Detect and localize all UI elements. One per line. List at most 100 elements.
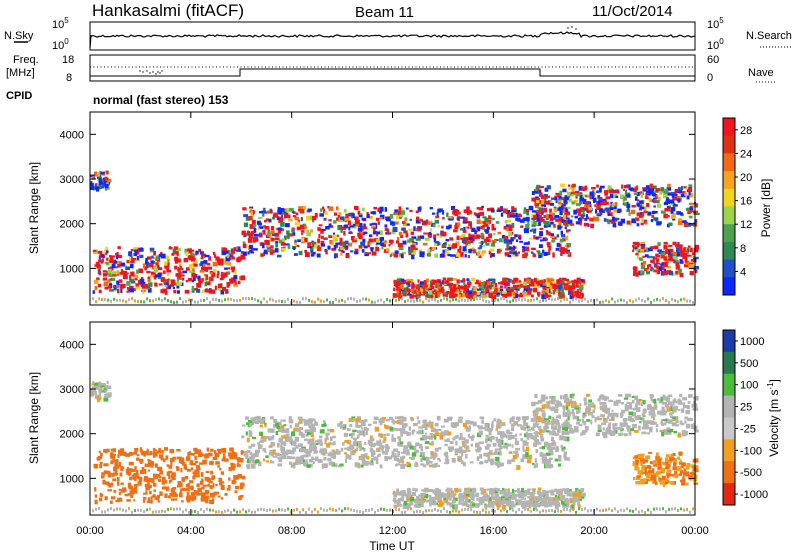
vel-data-cell [364, 442, 367, 446]
vel-data-cell [366, 428, 370, 431]
power-data-cell [444, 249, 449, 252]
power-data-cell [231, 268, 235, 273]
power-data-cell [649, 183, 654, 189]
vel-data-cell [304, 438, 309, 441]
power-data-cell [478, 241, 483, 244]
vel-data-cell [137, 481, 142, 486]
power-data-cell [664, 188, 669, 194]
vel-data-cell [241, 482, 245, 487]
vel-data-cell [229, 456, 234, 460]
vel-data-cell [495, 499, 499, 505]
vel-data-cell [363, 432, 366, 437]
vel-data-cell [547, 401, 551, 407]
vel-data-cell [305, 433, 309, 437]
vel-data-cell [425, 499, 430, 503]
power-data-cell [591, 187, 596, 190]
power-data-cell [633, 188, 637, 193]
vel-data-cell [537, 490, 541, 495]
power-data-cell [339, 216, 345, 220]
power-data-cell [598, 200, 603, 205]
vel-data-cell [254, 453, 259, 458]
vel-data-cell [422, 493, 426, 496]
vel-data-cell [444, 451, 448, 457]
vel-data-cell [520, 492, 526, 496]
power-data-cell [688, 215, 693, 219]
power-data-cell [538, 214, 542, 220]
power-data-cell [576, 203, 581, 206]
vel-data-cell [414, 464, 419, 467]
vel-data-cell [484, 459, 489, 464]
power-data-cell [97, 172, 100, 177]
power-data-cell [594, 217, 599, 222]
power-data-cell [488, 239, 491, 243]
vel-data-cell [273, 418, 278, 424]
vel-data-cell [128, 485, 134, 490]
vel-data-cell [500, 433, 504, 436]
power-data-cell [660, 263, 664, 266]
power-data-cell [406, 282, 409, 288]
vel-data-cell [217, 448, 222, 451]
power-data-cell [360, 241, 365, 245]
vel-data-cell [509, 505, 514, 509]
vel-data-cell [428, 494, 432, 498]
power-data-cell [672, 251, 677, 256]
power-data-cell [556, 279, 560, 285]
vel-data-cell [415, 495, 419, 499]
power-data-cell [168, 247, 173, 250]
power-data-cell [642, 189, 647, 192]
power-data-cell [201, 255, 204, 260]
vel-data-cell [608, 413, 613, 417]
vel-data-cell [324, 439, 327, 443]
vel-data-cell [557, 502, 560, 507]
vel-data-cell [464, 439, 469, 444]
power-data-cell [630, 188, 634, 192]
power-data-ground-cell [506, 299, 508, 303]
power-data-cell [109, 289, 114, 292]
power-data-cell [328, 219, 332, 222]
vel-data-cell [555, 504, 559, 510]
vel-data-cell [117, 497, 123, 502]
power-data-cell [488, 278, 493, 282]
power-data-cell [512, 254, 517, 257]
power-data-cell [434, 240, 440, 246]
vel-data-cell [436, 415, 441, 421]
power-data-cell [559, 238, 564, 243]
power-data-cell [669, 250, 674, 255]
vel-data-cell [443, 418, 449, 423]
power-data-cell [173, 282, 177, 286]
power-data-ground-cell [500, 297, 502, 301]
power-data-cell [446, 225, 451, 230]
vel-data-cell [458, 495, 462, 499]
power-data-cell [221, 250, 227, 256]
power-data-ground-cell [323, 300, 325, 304]
power-data-cell [361, 218, 366, 221]
vel-data-cell [308, 438, 314, 443]
power-data-cell [293, 246, 296, 250]
vel-data-cell [264, 450, 267, 453]
power-data-cell [146, 286, 150, 289]
freq-label-1: Freq. [13, 54, 39, 66]
vel-data-cell [631, 412, 637, 417]
power-data-cell [415, 210, 419, 213]
power-data-cell [519, 240, 523, 243]
power-data-ground-cell [446, 297, 448, 301]
noise-search-point [575, 28, 577, 30]
vel-data-cell [398, 493, 403, 496]
vel-data-cell [140, 451, 146, 456]
power-data-cell [506, 243, 510, 248]
power-data-cell [468, 233, 471, 238]
power-data-cell [474, 282, 480, 285]
power-data-ground-cell [530, 299, 532, 302]
power-data-cell [580, 289, 583, 292]
power-data-cell [677, 187, 681, 192]
power-colorbar-segment [723, 259, 735, 278]
power-data-cell [625, 189, 628, 195]
power-data-ground-cell [392, 297, 394, 301]
vel-data-cell [659, 429, 664, 432]
power-data-cell [644, 221, 648, 225]
vel-data-cell [507, 497, 513, 500]
vel-data-cell [428, 460, 433, 464]
power-data-cell [182, 270, 188, 274]
power-data-cell [232, 249, 235, 254]
vel-data-cell [468, 425, 471, 430]
